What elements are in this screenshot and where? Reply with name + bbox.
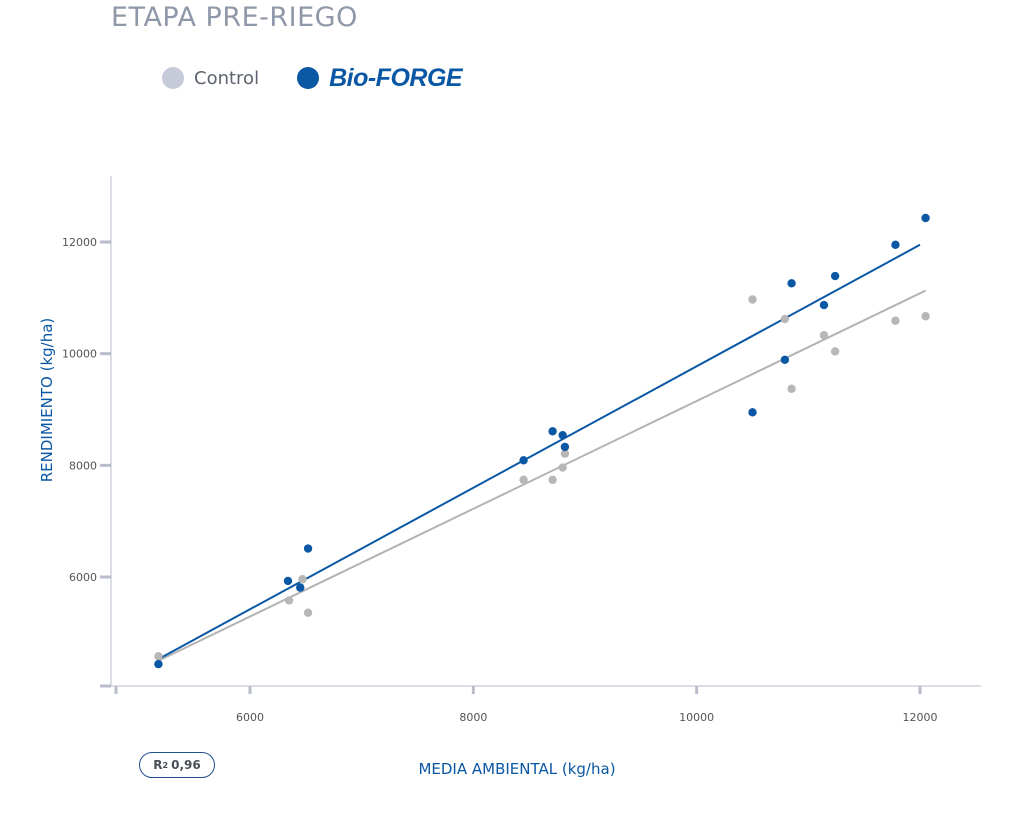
legend-swatch-bioforge xyxy=(297,67,320,89)
data-points xyxy=(154,213,930,669)
point-control xyxy=(891,316,900,325)
r-squared-badge: R 2 0,96 xyxy=(139,752,215,778)
point-bioforge xyxy=(921,213,930,223)
point-control xyxy=(780,314,790,324)
point-bioforge xyxy=(787,279,796,288)
trend-lines xyxy=(157,243,927,662)
y-axis-label: RENDIMIENTO (kg/ha) xyxy=(38,318,56,483)
point-control xyxy=(519,475,528,485)
point-bioforge xyxy=(560,442,570,452)
point-control xyxy=(560,449,570,458)
point-control xyxy=(921,312,930,321)
point-bioforge xyxy=(296,583,305,592)
point-control xyxy=(787,384,796,394)
point-bioforge xyxy=(780,355,790,365)
y-tick-label: 12000 xyxy=(62,236,97,249)
point-bioforge xyxy=(830,271,840,281)
point-bioforge xyxy=(154,659,163,669)
r-squared-exponent: 2 xyxy=(162,760,169,770)
point-bioforge xyxy=(283,576,293,586)
legend-label-control: Control xyxy=(194,67,260,89)
chart-title: ETAPA PRE-RIEGO xyxy=(111,2,358,33)
trend-line-control xyxy=(157,289,927,662)
y-tick-label: 6000 xyxy=(69,571,97,584)
point-bioforge xyxy=(819,300,829,310)
legend-item-control: Control xyxy=(162,67,259,89)
y-tick-label: 8000 xyxy=(69,459,97,472)
point-control xyxy=(303,608,313,617)
legend-swatch-control xyxy=(162,67,184,89)
point-bioforge xyxy=(548,427,557,436)
point-control xyxy=(284,596,294,605)
legend-label-bioforge: Bio-FORGE xyxy=(329,63,463,92)
point-control xyxy=(819,331,829,340)
x-tick-label: 8000 xyxy=(459,711,487,724)
point-bioforge xyxy=(519,456,528,465)
point-bioforge xyxy=(303,544,313,553)
x-tick-label: 12000 xyxy=(903,711,938,724)
legend: Control Bio-FORGE xyxy=(162,64,500,92)
y-tick-label: 10000 xyxy=(62,348,97,361)
x-tick-label: 10000 xyxy=(679,711,714,724)
point-control xyxy=(298,575,307,584)
point-control xyxy=(830,347,840,356)
trend-line-bioforge xyxy=(157,243,921,660)
r-squared-value: 0,96 xyxy=(171,758,201,772)
point-control xyxy=(154,652,163,661)
x-axis-label: MEDIA AMBIENTAL (kg/ha) xyxy=(418,760,615,778)
point-control xyxy=(748,295,757,304)
x-tick-label: 6000 xyxy=(236,711,264,724)
r-squared-symbol: R xyxy=(153,758,163,772)
axes: 6000 8000 10000 12000 6000 8000 10000 12000 xyxy=(62,176,981,724)
point-bioforge xyxy=(558,430,567,440)
point-bioforge xyxy=(748,408,757,417)
point-bioforge xyxy=(891,240,900,249)
legend-item-bioforge: Bio-FORGE xyxy=(297,63,463,93)
point-control xyxy=(548,475,557,485)
point-control xyxy=(558,463,567,472)
